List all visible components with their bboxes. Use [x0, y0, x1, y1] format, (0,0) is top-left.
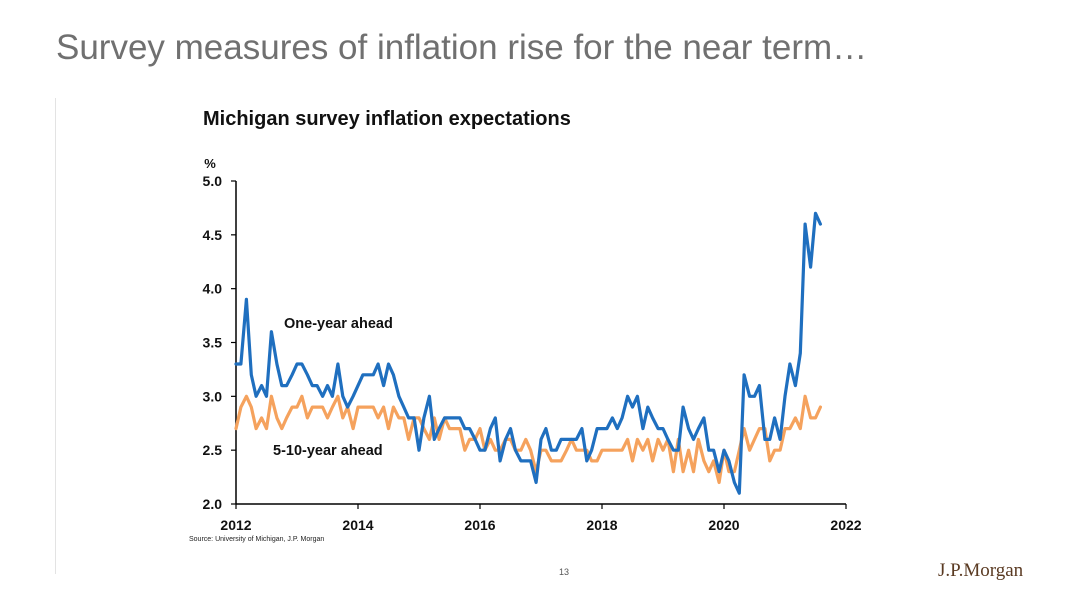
y-tick-label: 5.0 — [203, 173, 223, 189]
chart-title: Michigan survey inflation expectations — [203, 108, 571, 130]
y-tick-label: 3.5 — [203, 335, 223, 351]
x-tick-label: 2018 — [586, 517, 617, 533]
y-tick-label: 2.0 — [203, 496, 223, 512]
side-divider — [55, 98, 56, 574]
x-tick-label: 2022 — [830, 517, 861, 533]
page-number: 13 — [559, 567, 570, 577]
x-tick-label: 2014 — [342, 517, 373, 533]
x-tick-label: 2012 — [220, 517, 251, 533]
y-axis-unit-label: % — [204, 156, 216, 171]
jpmorgan-logo: J.P.Morgan — [938, 560, 1024, 581]
slide-title: Survey measures of inflation rise for th… — [56, 28, 868, 67]
y-tick-label: 4.0 — [203, 281, 223, 297]
y-tick-label: 3.0 — [203, 388, 223, 404]
source-note: Source: University of Michigan, J.P. Mor… — [189, 536, 325, 543]
annotation-one-year: One-year ahead — [284, 316, 393, 332]
series-line-one-year — [234, 211, 823, 495]
annotation-five-ten-year: 5-10-year ahead — [273, 443, 383, 459]
y-tick-label: 2.5 — [203, 442, 223, 458]
x-tick-label: 2020 — [708, 517, 739, 533]
y-tick-label: 4.5 — [203, 227, 223, 243]
x-tick-label: 2016 — [464, 517, 495, 533]
